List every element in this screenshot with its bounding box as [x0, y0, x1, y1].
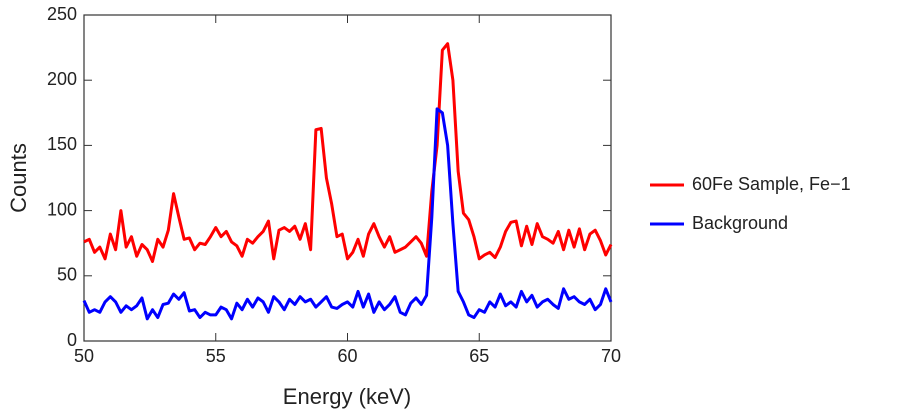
x-tick-label: 60 [337, 346, 357, 366]
x-tick-label: 50 [74, 346, 94, 366]
y-tick-label: 150 [47, 134, 77, 154]
y-tick-label: 0 [67, 330, 77, 350]
x-tick-label: 55 [206, 346, 226, 366]
y-tick-label: 250 [47, 4, 77, 24]
y-tick-label: 200 [47, 69, 77, 89]
data-line [82, 107, 613, 321]
legend-label: Background [692, 213, 788, 233]
y-axis-label: Counts [6, 143, 31, 213]
x-tick-label: 65 [469, 346, 489, 366]
y-tick-label: 50 [57, 265, 77, 285]
x-tick-label: 70 [601, 346, 621, 366]
plot-frame [83, 14, 612, 342]
y-tick-label: 100 [47, 199, 77, 219]
data-line [83, 42, 613, 263]
legend-label: 60Fe Sample, Fe−1 [692, 174, 851, 194]
x-axis-label: Energy (keV) [283, 384, 411, 409]
